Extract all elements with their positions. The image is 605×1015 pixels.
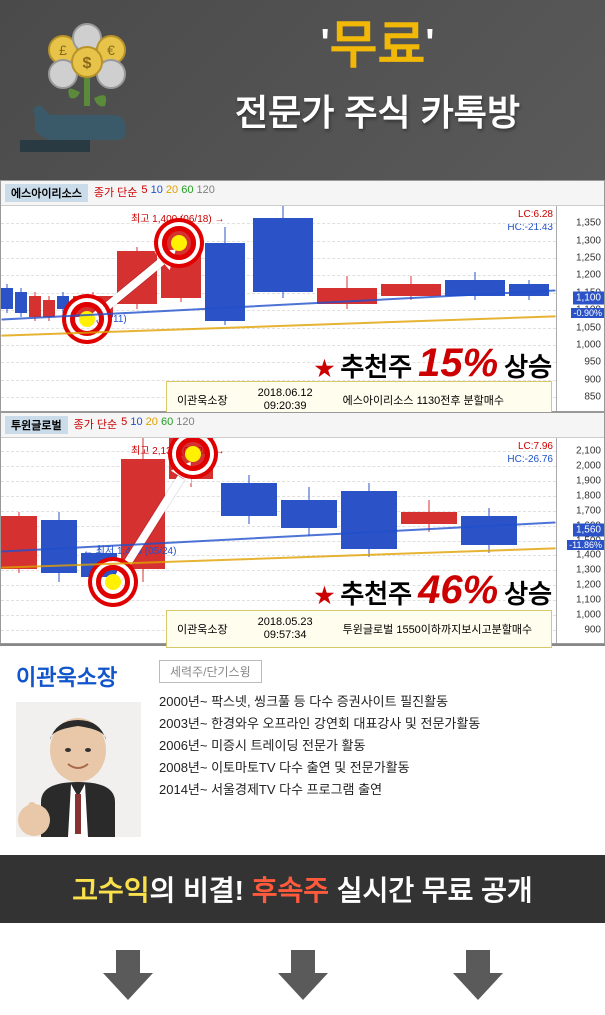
ytick: 1,400 xyxy=(576,550,601,561)
ytick: 1,700 xyxy=(576,505,601,516)
ytick: 950 xyxy=(584,357,601,368)
chart-2-header: 투윈글로벌 종가 단순 5 10 20 60 120 xyxy=(1,413,604,438)
down-arrow-icon xyxy=(448,945,508,1005)
ytick: 900 xyxy=(584,624,601,635)
candle xyxy=(41,438,77,643)
chart-2-tf-label: 종가 단순 xyxy=(74,416,118,434)
reveal-bar: 고수익의 비결! 후속주 실시간 무료 공개 xyxy=(0,855,605,923)
svg-text:€: € xyxy=(107,42,115,58)
career-line: 2003년~ 한경와우 오프라인 강연회 대표강사 및 전문가활동 xyxy=(159,713,589,735)
career-line: 2006년~ 미증시 트레이딩 전문가 활동 xyxy=(159,735,589,757)
expert-career: 2000년~ 팍스넷, 씽크풀 등 다수 증권사이트 필진활동2003년~ 한경… xyxy=(159,691,589,801)
chart-1-yaxis: 1,3501,3001,2501,2001,1501,1001,0501,000… xyxy=(556,206,604,411)
money-tree-art: $ £ € xyxy=(15,20,165,155)
target-marker xyxy=(176,438,210,471)
star-icon: ★ xyxy=(315,356,335,382)
ytick: 1,900 xyxy=(576,475,601,486)
rec-author: 이관욱소장 xyxy=(177,392,228,408)
ytick: 2,100 xyxy=(576,446,601,457)
svg-text:£: £ xyxy=(59,42,67,58)
candle xyxy=(117,206,157,411)
expert-avatar xyxy=(16,702,141,837)
ytick: 1,350 xyxy=(576,218,601,229)
ytick: 1,200 xyxy=(576,270,601,281)
chart-2-stock-name: 투윈글로벌 xyxy=(5,416,68,434)
svg-text:$: $ xyxy=(83,55,92,72)
down-arrow-icon xyxy=(98,945,158,1005)
expert-name: 이관욱소장 xyxy=(16,660,141,692)
rec-message: 에스아이리소스 1130전후 분할매수 xyxy=(343,392,504,408)
target-marker xyxy=(96,565,130,599)
ytick: 900 xyxy=(584,374,601,385)
candle xyxy=(29,206,41,411)
star-icon: ★ xyxy=(315,583,335,609)
gain-banner: ★추천주15%상승 xyxy=(315,341,552,386)
down-arrows-row xyxy=(0,923,605,1015)
down-arrow-icon xyxy=(273,945,333,1005)
candle xyxy=(81,438,117,643)
price-flag: 1,100 xyxy=(573,292,604,305)
price-flag: 1,560 xyxy=(573,524,604,537)
rec-message: 투윈글로벌 1550이하까지보시고분할매수 xyxy=(343,621,532,637)
candle xyxy=(1,438,37,643)
chart-1: 에스아이리소스 종가 단순 5 10 20 60 120 LC:6.28 HC:… xyxy=(0,180,605,412)
hero-banner: $ £ € '무료' 전문가 주식 카톡방 xyxy=(0,0,605,180)
candle xyxy=(57,206,69,411)
pct-flag: -0.90% xyxy=(571,308,604,318)
chart-1-header: 에스아이리소스 종가 단순 5 10 20 60 120 xyxy=(1,181,604,206)
rec-datetime: 2018.06.1209:20:39 xyxy=(258,387,313,413)
pct-flag: -11.86% xyxy=(567,540,604,550)
ytick: 1,800 xyxy=(576,490,601,501)
ytick: 1,300 xyxy=(576,235,601,246)
candle xyxy=(1,206,13,411)
career-line: 2008년~ 이토마토TV 다수 출연 및 전문가활동 xyxy=(159,757,589,779)
ytick: 1,300 xyxy=(576,565,601,576)
career-line: 2000년~ 팍스넷, 씽크풀 등 다수 증권사이트 필진활동 xyxy=(159,691,589,713)
ytick: 1,050 xyxy=(576,322,601,333)
gain-banner: ★추천주46%상승 xyxy=(315,568,552,613)
recommendation-bar: 이관욱소장 2018.05.2309:57:34 투윈글로벌 1550이하까지보시고… xyxy=(166,610,552,648)
ytick: 1,100 xyxy=(576,595,601,606)
career-line: 2014년~ 서울경제TV 다수 프로그램 출연 xyxy=(159,779,589,801)
hero-title-free: '무료' xyxy=(165,20,590,72)
chart-2: 투윈글로벌 종가 단순 5 10 20 60 120 LC:7.96 HC:-2… xyxy=(0,412,605,644)
ytick: 1,250 xyxy=(576,253,601,264)
high-label: 최고 1,400 (06/18) → xyxy=(131,210,224,225)
ytick: 1,000 xyxy=(576,339,601,350)
rec-author: 이관욱소장 xyxy=(177,621,228,637)
hero-subtitle: 전문가 주식 카톡방 xyxy=(165,84,590,136)
chart-1-tf-label: 종가 단순 xyxy=(94,184,138,202)
rec-datetime: 2018.05.2309:57:34 xyxy=(258,616,313,642)
target-marker xyxy=(162,226,196,260)
ytick: 2,000 xyxy=(576,461,601,472)
expert-profile: 이관욱소장 세력주/단기스윙 2000년~ 팍스넷, 씽크풀 등 다수 증권사이… xyxy=(0,644,605,855)
candle xyxy=(15,206,27,411)
chart-2-yaxis: 2,1002,0001,9001,8001,7001,6001,5001,400… xyxy=(556,438,604,643)
expert-tag: 세력주/단기스윙 xyxy=(159,660,262,683)
ytick: 1,000 xyxy=(576,609,601,620)
ytick: 1,200 xyxy=(576,580,601,591)
chart-1-stock-name: 에스아이리소스 xyxy=(5,184,88,202)
candle xyxy=(43,206,55,411)
ytick: 850 xyxy=(584,392,601,403)
